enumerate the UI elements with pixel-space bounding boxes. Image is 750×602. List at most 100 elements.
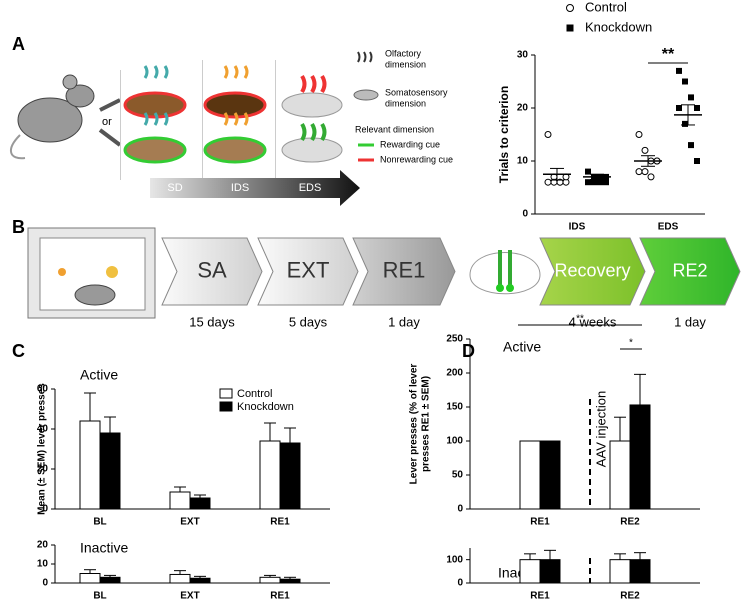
divider-label: AAV injection (593, 391, 608, 467)
legend-marker (566, 24, 574, 32)
legend-swatch (219, 388, 233, 399)
data-point (544, 131, 552, 138)
step-duration: 4 weeks (569, 314, 617, 329)
step-duration: 5 days (289, 314, 328, 329)
key-label: Somatosensory (385, 87, 448, 97)
legend-label: Knockdown (237, 401, 294, 413)
data-point (603, 179, 609, 186)
data-point (688, 94, 694, 101)
legend-marker (566, 4, 574, 12)
mouse-illustration (10, 74, 122, 160)
step-duration: 1 day (674, 314, 706, 329)
significance-label: * (629, 338, 633, 349)
legend-label: Control (237, 388, 272, 400)
x-tick-label: BL (93, 591, 106, 602)
bar (169, 573, 191, 584)
y-tick-label: 150 (446, 402, 463, 413)
y-tick-label: 20 (517, 103, 529, 114)
bar (99, 432, 121, 510)
data-point (556, 178, 564, 186)
x-tick-label: EDS (658, 222, 679, 233)
x-tick-label: EXT (180, 591, 199, 602)
stage-label: SD (167, 182, 182, 194)
bar (539, 440, 561, 510)
data-point (641, 146, 649, 154)
y-axis-label: Mean (± SEM) lever presses (37, 383, 48, 515)
data-point (694, 158, 700, 164)
x-tick-label: EXT (180, 517, 199, 528)
panel-text: Active (80, 367, 118, 383)
x-tick-label: BL (93, 517, 106, 528)
key-label: dimension (385, 98, 426, 108)
data-point (641, 168, 649, 176)
data-point (682, 78, 688, 85)
bar (189, 497, 211, 510)
y-tick-label: 10 (517, 156, 529, 167)
bar (189, 577, 211, 584)
data-point (694, 105, 700, 111)
panel-label: B (12, 217, 25, 237)
bar (629, 404, 651, 510)
step-label: EXT (287, 257, 330, 282)
bar (519, 440, 541, 510)
y-axis-label: Trials to criterion (497, 86, 511, 183)
bar (279, 442, 301, 510)
bar (99, 576, 121, 584)
timeline-step (639, 237, 741, 306)
panel-label: D (462, 341, 475, 361)
bar (279, 578, 301, 584)
y-tick-label: 20 (37, 464, 49, 475)
bar (629, 559, 651, 584)
y-tick-label: 100 (446, 436, 463, 447)
y-tick-label: 50 (452, 470, 464, 481)
data-point (682, 120, 688, 127)
panel-text: Inactive (80, 540, 128, 556)
x-tick-label: RE1 (270, 591, 290, 602)
x-tick-label: RE1 (530, 591, 550, 602)
y-tick-label: 0 (457, 504, 463, 515)
y-tick-label: 30 (517, 50, 529, 61)
data-point (591, 179, 597, 186)
key-label: dimension (385, 59, 426, 69)
data-point (585, 168, 591, 175)
key-label: Rewarding cue (380, 139, 440, 149)
step-label: SA (197, 257, 227, 282)
key-label: Nonrewarding cue (380, 154, 453, 164)
y-tick-label: 0 (42, 504, 48, 515)
or-text: or (102, 116, 112, 128)
key-label: Relevant dimension (355, 124, 434, 134)
y-axis-label: Lever presses (% of lever (409, 364, 420, 485)
timeline-step (539, 237, 646, 306)
bar (169, 491, 191, 510)
timeline-step (352, 237, 456, 306)
data-point (635, 168, 643, 176)
bar (609, 440, 631, 510)
data-point (676, 105, 682, 111)
y-tick-label: 60 (37, 384, 49, 395)
y-tick-label: 20 (37, 540, 49, 551)
significance-label: ** (662, 46, 675, 63)
x-tick-label: RE2 (620, 517, 640, 528)
data-point (635, 131, 643, 138)
step-label: Recovery (554, 260, 630, 280)
dishes (120, 51, 379, 206)
bar (79, 420, 101, 510)
x-tick-label: RE1 (270, 517, 290, 528)
data-point (688, 142, 694, 149)
bar (609, 559, 631, 584)
data-point (597, 179, 603, 186)
step-duration: 1 day (388, 314, 420, 329)
bar (519, 559, 541, 584)
x-tick-label: IDS (569, 222, 586, 233)
bar (79, 573, 101, 584)
y-tick-label: 0 (42, 578, 48, 589)
data-point (647, 173, 655, 181)
key-label: Olfactory (385, 48, 422, 58)
timeline-step (257, 237, 359, 306)
panel-text: Active (503, 339, 541, 355)
legend-label: Knockdown (585, 19, 652, 34)
bar (539, 559, 561, 584)
x-tick-label: RE2 (620, 591, 640, 602)
panel-label: C (12, 341, 25, 361)
y-tick-label: 40 (37, 424, 49, 435)
